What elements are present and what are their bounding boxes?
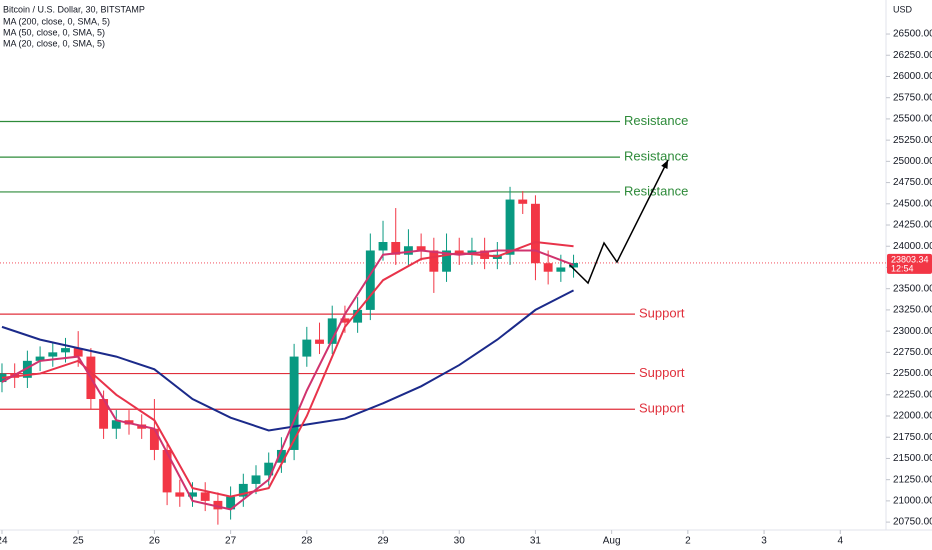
candle-body bbox=[264, 462, 274, 476]
y-tick-label: 21250.00 bbox=[893, 474, 932, 485]
y-tick-label: 24500.00 bbox=[893, 198, 932, 209]
y-tick-label: 21000.00 bbox=[893, 496, 932, 507]
candle-body bbox=[175, 492, 185, 497]
moving-average bbox=[1, 249, 574, 511]
level-label: Support bbox=[639, 306, 685, 321]
level-label: Support bbox=[639, 401, 685, 416]
candle-body bbox=[327, 318, 337, 344]
y-tick-label: 24250.00 bbox=[893, 220, 932, 231]
y-tick-label: 22000.00 bbox=[893, 411, 932, 422]
y-tick-label: 26000.00 bbox=[893, 71, 932, 82]
y-tick-label: 22500.00 bbox=[893, 368, 932, 379]
candle-body bbox=[416, 246, 426, 251]
x-tick-label: 25 bbox=[73, 536, 85, 547]
candle-body bbox=[61, 348, 70, 353]
projection-arrowhead bbox=[661, 160, 669, 169]
candle-body bbox=[35, 356, 45, 361]
candle-body bbox=[162, 449, 172, 493]
projection-path bbox=[569, 159, 669, 285]
candle-body bbox=[149, 428, 159, 450]
candle-body bbox=[518, 199, 528, 204]
candle-body bbox=[378, 241, 388, 251]
y-tick-label: 20750.00 bbox=[893, 517, 932, 528]
y-tick-label: 21500.00 bbox=[893, 453, 932, 464]
x-tick-label: 30 bbox=[454, 536, 466, 547]
candle-body bbox=[200, 492, 210, 501]
legend-entry: MA (200, close, 0, SMA, 5) bbox=[3, 16, 110, 26]
x-tick-label: 31 bbox=[530, 536, 542, 547]
candle-body bbox=[340, 318, 350, 323]
candle-body bbox=[111, 420, 121, 429]
candle-body bbox=[238, 483, 248, 497]
candle-body bbox=[365, 250, 375, 310]
candle-body bbox=[429, 250, 439, 272]
candle-body bbox=[442, 250, 451, 272]
chart-title: Bitcoin / U.S. Dollar, 30, BITSTAMP bbox=[3, 4, 145, 14]
y-tick-label: 24750.00 bbox=[893, 177, 932, 188]
candle-body bbox=[226, 496, 236, 510]
candle-body bbox=[22, 360, 32, 378]
candle-body bbox=[315, 339, 324, 344]
candle-body bbox=[73, 348, 83, 357]
candle-body bbox=[213, 500, 223, 510]
candle-body bbox=[543, 263, 553, 272]
candle-body bbox=[391, 241, 401, 255]
moving-average bbox=[1, 240, 574, 498]
candle-body bbox=[251, 475, 261, 484]
y-tick-label: 26250.00 bbox=[893, 50, 932, 61]
candle-body bbox=[569, 262, 578, 268]
candle-body bbox=[99, 399, 109, 429]
last-price-label: 23803.34 bbox=[891, 254, 929, 264]
legend-entry: MA (50, close, 0, SMA, 5) bbox=[3, 27, 105, 37]
y-tick-label: 25250.00 bbox=[893, 135, 932, 146]
candle-body bbox=[188, 492, 197, 497]
y-tick-label: 22250.00 bbox=[893, 389, 932, 400]
x-tick-label: 2 bbox=[685, 536, 691, 547]
level-label: Resistance bbox=[624, 183, 688, 198]
countdown-label: 12:54 bbox=[891, 263, 914, 273]
candle-body bbox=[403, 246, 413, 255]
x-tick-label: 3 bbox=[761, 536, 767, 547]
y-tick-label: 25500.00 bbox=[893, 114, 932, 125]
candle-body bbox=[289, 356, 299, 450]
level-label: Support bbox=[639, 365, 685, 380]
y-tick-label: 22750.00 bbox=[893, 347, 932, 358]
candle-body bbox=[353, 309, 363, 323]
currency-label: USD bbox=[893, 4, 913, 14]
y-tick-label: 23250.00 bbox=[893, 305, 932, 316]
candle-body bbox=[302, 339, 312, 357]
y-tick-label: 23000.00 bbox=[893, 326, 932, 337]
moving-average bbox=[1, 289, 575, 432]
candle-body bbox=[556, 267, 566, 272]
candle-body bbox=[505, 199, 515, 255]
x-tick-label: Aug bbox=[603, 536, 621, 547]
level-label: Resistance bbox=[624, 149, 688, 164]
x-tick-label: 27 bbox=[225, 536, 237, 547]
last-price-badge bbox=[887, 253, 932, 274]
y-tick-label: 21750.00 bbox=[893, 432, 932, 443]
legend-entry: MA (20, close, 0, SMA, 5) bbox=[3, 38, 105, 48]
y-tick-label: 23500.00 bbox=[893, 283, 932, 294]
y-tick-label: 25750.00 bbox=[893, 92, 932, 103]
x-tick-label: 29 bbox=[377, 536, 389, 547]
y-tick-label: 26500.00 bbox=[893, 29, 932, 40]
candle-body bbox=[276, 449, 286, 463]
candle-body bbox=[48, 352, 58, 357]
candle-body bbox=[530, 203, 540, 264]
x-tick-label: 28 bbox=[301, 536, 313, 547]
y-tick-label: 25000.00 bbox=[893, 156, 932, 167]
x-tick-label: 4 bbox=[837, 536, 843, 547]
x-tick-label: 24 bbox=[0, 536, 8, 547]
y-tick-label: 24000.00 bbox=[893, 241, 932, 252]
x-tick-label: 26 bbox=[149, 536, 161, 547]
level-label: Resistance bbox=[624, 113, 688, 128]
